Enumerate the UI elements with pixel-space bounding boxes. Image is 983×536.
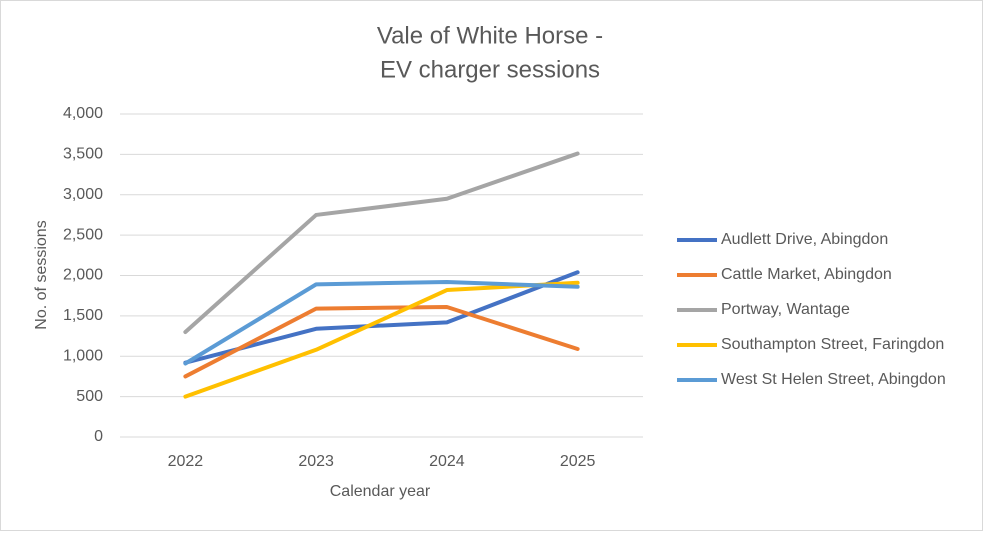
y-tick-label: 1,000 [63, 347, 103, 364]
y-tick-label: 3,000 [63, 186, 103, 203]
y-tick-label: 1,500 [63, 307, 103, 324]
x-tick-label: 2025 [560, 453, 596, 470]
y-tick-label: 0 [94, 428, 103, 445]
legend-label: Southampton Street, Faringdon [721, 336, 944, 353]
x-tick-label: 2023 [298, 453, 334, 470]
y-tick-label: 4,000 [63, 105, 103, 122]
x-axis-title: Calendar year [330, 483, 431, 500]
x-tick-label: 2024 [429, 453, 465, 470]
chart-title: Vale of White Horse - [377, 22, 603, 49]
legend-label: Audlett Drive, Abingdon [721, 231, 888, 248]
series-line [183, 279, 580, 366]
legend-label: Cattle Market, Abingdon [721, 266, 892, 283]
series-line [183, 270, 580, 365]
legend-label: Portway, Wantage [721, 301, 850, 318]
y-tick-label: 2,500 [63, 226, 103, 243]
series-line [183, 151, 580, 335]
y-tick-label: 2,000 [63, 267, 103, 284]
series-line [183, 304, 580, 379]
legend-label: West St Helen Street, Abingdon [721, 371, 946, 388]
y-axis-title: No. of sessions [33, 220, 50, 329]
y-tick-label: 500 [76, 388, 103, 405]
x-tick-label: 2022 [168, 453, 204, 470]
y-tick-label: 3,500 [63, 146, 103, 163]
series-line [183, 280, 580, 399]
chart-title: EV charger sessions [380, 56, 600, 83]
